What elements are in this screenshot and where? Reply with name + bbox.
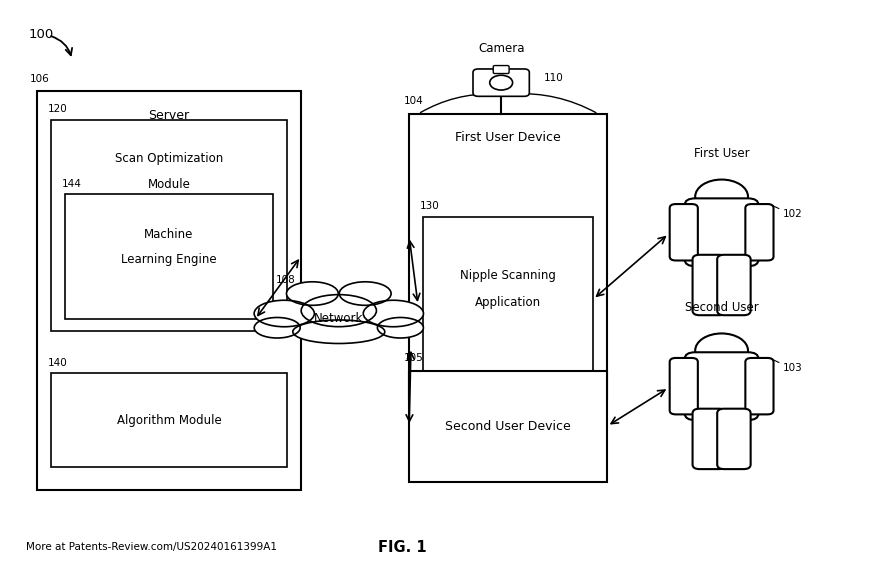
Text: 140: 140 bbox=[48, 358, 67, 368]
FancyBboxPatch shape bbox=[745, 358, 774, 414]
FancyBboxPatch shape bbox=[693, 255, 726, 315]
FancyBboxPatch shape bbox=[473, 69, 530, 96]
Text: Algorithm Module: Algorithm Module bbox=[116, 414, 222, 427]
Text: Camera: Camera bbox=[478, 42, 524, 55]
Text: 120: 120 bbox=[48, 104, 67, 115]
Ellipse shape bbox=[363, 300, 423, 327]
Text: FIG. 1: FIG. 1 bbox=[378, 540, 427, 555]
FancyBboxPatch shape bbox=[685, 352, 759, 420]
Bar bbox=[423, 217, 593, 382]
Text: Network: Network bbox=[314, 312, 363, 324]
Text: Second User Device: Second User Device bbox=[445, 420, 571, 433]
Text: 100: 100 bbox=[28, 28, 54, 40]
FancyBboxPatch shape bbox=[693, 409, 726, 469]
Text: Second User: Second User bbox=[685, 302, 759, 314]
Text: 108: 108 bbox=[275, 275, 295, 286]
Text: Machine: Machine bbox=[144, 229, 194, 241]
Bar bbox=[37, 91, 301, 490]
FancyBboxPatch shape bbox=[685, 198, 759, 266]
FancyBboxPatch shape bbox=[717, 255, 751, 315]
FancyBboxPatch shape bbox=[670, 204, 698, 260]
Ellipse shape bbox=[254, 300, 314, 327]
Ellipse shape bbox=[293, 320, 385, 344]
FancyBboxPatch shape bbox=[493, 66, 510, 74]
FancyBboxPatch shape bbox=[745, 204, 774, 260]
FancyBboxPatch shape bbox=[717, 409, 751, 469]
Text: 102: 102 bbox=[783, 209, 803, 219]
Bar bbox=[409, 114, 607, 399]
Circle shape bbox=[695, 180, 748, 214]
Text: First User Device: First User Device bbox=[455, 132, 561, 144]
Bar bbox=[51, 120, 287, 331]
Text: Application: Application bbox=[475, 296, 541, 308]
Circle shape bbox=[489, 75, 513, 90]
Bar bbox=[51, 373, 287, 467]
Ellipse shape bbox=[340, 282, 391, 306]
Text: Learning Engine: Learning Engine bbox=[121, 253, 216, 266]
Text: First User: First User bbox=[693, 148, 750, 160]
Text: 144: 144 bbox=[62, 178, 82, 189]
Text: 110: 110 bbox=[544, 73, 563, 83]
Text: Module: Module bbox=[148, 178, 190, 190]
Text: 105: 105 bbox=[404, 353, 423, 363]
Text: 106: 106 bbox=[30, 74, 49, 84]
Text: More at Patents-Review.com/US20240161399A1: More at Patents-Review.com/US20240161399… bbox=[26, 542, 277, 552]
Bar bbox=[409, 370, 607, 482]
Ellipse shape bbox=[254, 317, 300, 338]
Text: 130: 130 bbox=[420, 201, 439, 211]
Text: 103: 103 bbox=[783, 363, 803, 373]
Text: Server: Server bbox=[149, 109, 189, 121]
Bar bbox=[65, 194, 273, 319]
Ellipse shape bbox=[378, 317, 423, 338]
FancyBboxPatch shape bbox=[670, 358, 698, 414]
Circle shape bbox=[695, 333, 748, 368]
Ellipse shape bbox=[301, 295, 377, 327]
Text: Nipple Scanning: Nipple Scanning bbox=[460, 269, 556, 282]
Text: 104: 104 bbox=[404, 96, 423, 107]
Text: Scan Optimization: Scan Optimization bbox=[114, 152, 224, 165]
Ellipse shape bbox=[287, 282, 338, 306]
